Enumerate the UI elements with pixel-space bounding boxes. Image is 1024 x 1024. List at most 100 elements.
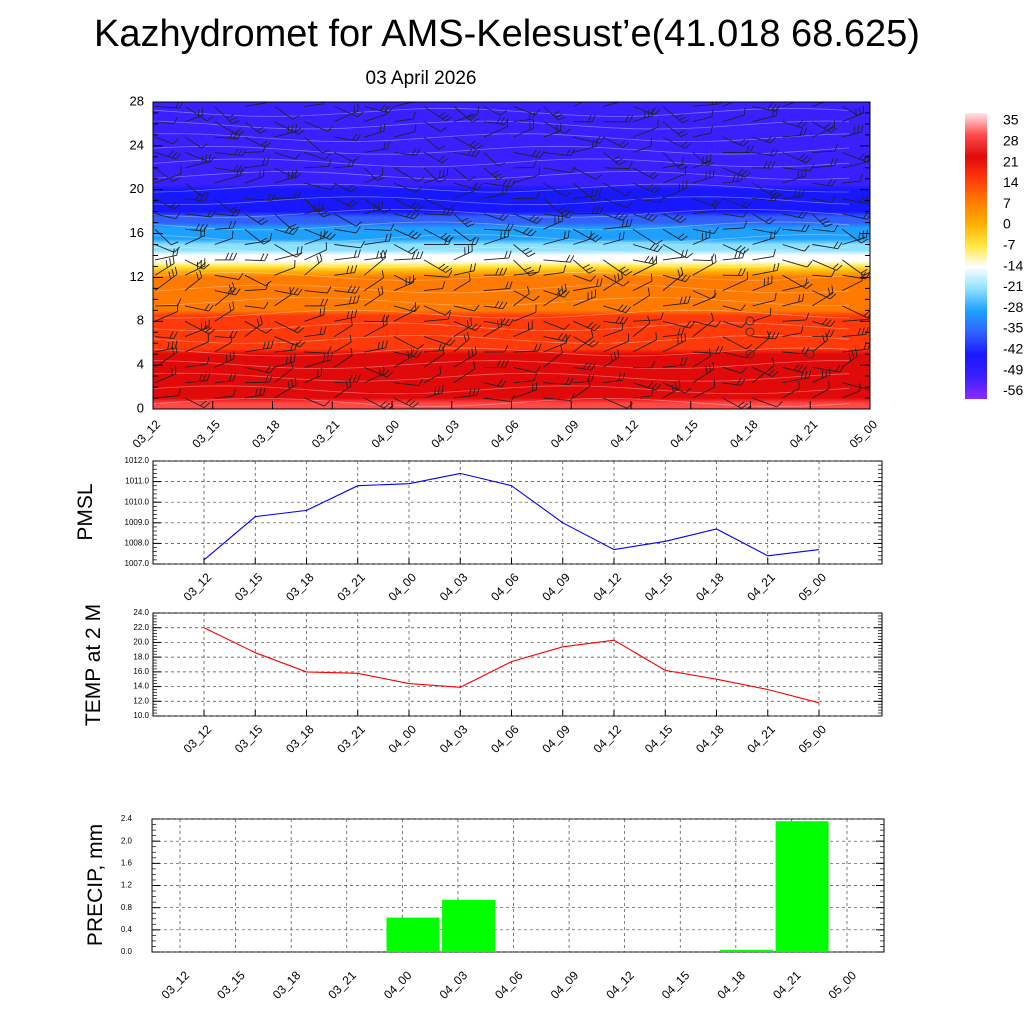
barb-feather xyxy=(322,149,330,154)
wind-barb xyxy=(573,102,596,107)
barb-shaft xyxy=(543,167,571,174)
barb-feather xyxy=(357,103,359,112)
wind-barb xyxy=(632,332,657,353)
barb-feather xyxy=(381,314,386,322)
barb-shaft xyxy=(513,151,541,158)
barb-feather xyxy=(439,170,441,178)
barb-shaft xyxy=(842,213,868,220)
wind-barb xyxy=(692,229,711,245)
wind-barb xyxy=(662,320,695,329)
barb-feather xyxy=(714,289,716,298)
barb-shaft xyxy=(214,151,243,157)
barb-shaft xyxy=(214,174,241,184)
barb-shaft xyxy=(334,213,357,227)
x-tick-label: 04_21 xyxy=(770,968,804,1002)
wind-barb xyxy=(662,333,686,353)
wind-barb xyxy=(483,116,509,126)
barb-shaft xyxy=(214,341,232,353)
barb-feather xyxy=(590,275,597,282)
wind-barb xyxy=(722,320,747,328)
barb-feather xyxy=(702,156,704,165)
barb-feather xyxy=(825,223,833,228)
barb-feather xyxy=(798,294,801,303)
x-tick-label: 03_18 xyxy=(270,968,304,1002)
barb-shaft xyxy=(364,257,386,276)
barb-feather xyxy=(801,121,807,128)
barb-shaft xyxy=(274,213,293,231)
barb-feather xyxy=(232,208,240,214)
wind-barb xyxy=(812,380,830,399)
barb-feather xyxy=(317,202,320,211)
barb-feather xyxy=(233,252,238,261)
wind-barb xyxy=(752,248,776,261)
barb-feather xyxy=(855,108,857,117)
wind-barb xyxy=(244,301,269,309)
barb-feather xyxy=(256,318,260,327)
x-tick-label: 04_12 xyxy=(591,722,625,756)
y-tick-label: 20.0 xyxy=(133,638,149,647)
wind-barb xyxy=(423,366,442,384)
wind-barb xyxy=(453,346,477,368)
wind-barb xyxy=(393,210,420,220)
barb-feather xyxy=(683,296,687,304)
barb-feather xyxy=(711,102,715,105)
wind-barb xyxy=(573,378,591,399)
barb-shaft xyxy=(782,366,802,373)
wind-barb xyxy=(543,320,570,330)
barb-shaft xyxy=(632,322,651,337)
barb-feather xyxy=(618,266,626,272)
barb-shaft xyxy=(393,336,419,350)
barb-feather xyxy=(529,272,538,277)
colorbar-label: -56 xyxy=(1003,382,1023,398)
barb-feather xyxy=(323,307,325,315)
barb-feather xyxy=(832,263,839,270)
wind-barb xyxy=(692,226,719,234)
barb-feather xyxy=(471,243,473,252)
barb-shaft xyxy=(603,259,626,276)
isoline xyxy=(153,284,850,294)
barb-feather xyxy=(586,374,591,382)
barb-shaft xyxy=(274,267,295,276)
barb-feather xyxy=(442,207,447,215)
barb-feather xyxy=(199,223,204,231)
barb-shaft xyxy=(782,213,803,219)
barb-feather xyxy=(826,291,833,298)
wind-barb xyxy=(603,333,630,353)
barb-shaft xyxy=(842,355,858,368)
chart-title: Kazhydromet for AMS-Kelesust’e(41.018 68… xyxy=(94,13,920,55)
barb-feather xyxy=(650,273,653,282)
barb-feather xyxy=(441,385,444,393)
barb-feather xyxy=(440,126,448,133)
barb-feather xyxy=(450,208,455,216)
barb-shaft xyxy=(752,228,777,234)
barb-shaft xyxy=(393,213,415,220)
barb-feather xyxy=(680,141,688,147)
barb-feather xyxy=(229,117,237,122)
barb-feather xyxy=(733,93,738,101)
barb-feather xyxy=(830,329,835,338)
barb-feather xyxy=(566,148,571,156)
barb-feather xyxy=(622,372,626,381)
barb-feather xyxy=(560,344,563,353)
barb-shaft xyxy=(842,390,861,399)
barb-feather xyxy=(448,270,453,278)
barb-feather xyxy=(495,267,500,276)
barb-shaft xyxy=(483,288,510,292)
barb-feather xyxy=(352,133,357,141)
barb-shaft xyxy=(393,397,414,408)
barb-feather xyxy=(380,250,384,258)
barb-feather xyxy=(741,403,748,409)
barb-feather xyxy=(713,226,719,234)
colorbar-label: -21 xyxy=(1003,278,1023,294)
barb-feather xyxy=(225,252,230,261)
barb-shaft xyxy=(154,167,174,182)
barb-feather xyxy=(413,203,421,210)
barb-feather xyxy=(680,166,688,170)
barb-feather xyxy=(262,387,266,396)
barb-shaft xyxy=(244,366,271,374)
barb-shaft xyxy=(154,311,178,322)
barb-shaft xyxy=(214,395,234,399)
barb-feather xyxy=(387,141,390,149)
